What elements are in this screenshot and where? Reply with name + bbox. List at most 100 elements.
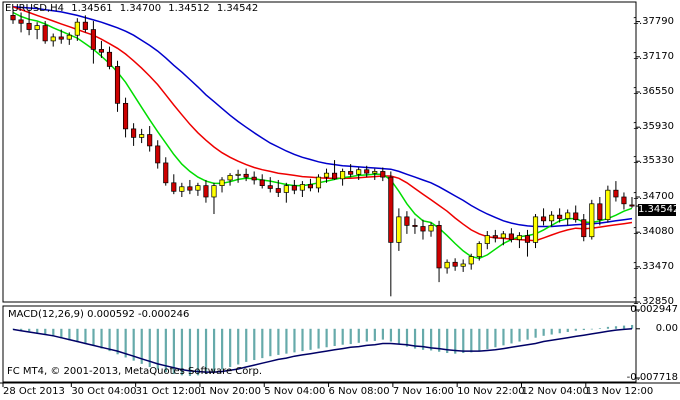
bullish-candle: [549, 214, 555, 222]
macd-histogram-bar: [430, 328, 433, 351]
bearish-candle: [388, 176, 394, 243]
macd-histogram-bar: [317, 328, 320, 349]
macd-histogram-bar: [108, 328, 111, 352]
bearish-candle: [90, 29, 96, 50]
macd-histogram-bar: [92, 328, 95, 347]
bearish-candle: [187, 186, 193, 191]
price-tick-label: 1.35330: [632, 155, 674, 167]
macd-histogram-bar: [229, 328, 232, 368]
bearish-candle: [331, 172, 338, 180]
macd-histogram-bar: [221, 328, 224, 370]
macd-histogram-bar: [100, 328, 103, 349]
macd-histogram-bar: [389, 328, 393, 342]
bearish-candle: [380, 171, 386, 178]
macd-histogram-bar: [598, 328, 602, 329]
time-tick-label: 10 Nov 22:00: [457, 386, 525, 397]
bearish-candle: [131, 128, 137, 138]
bearish-candle: [122, 102, 129, 130]
macd-histogram-bar: [558, 328, 561, 334]
bullish-candle: [211, 185, 217, 198]
macd-histogram-bar: [622, 325, 626, 329]
bullish-candle: [605, 189, 611, 221]
bullish-candle: [74, 21, 80, 36]
bearish-candle: [508, 233, 514, 240]
bearish-candle: [106, 51, 113, 67]
bearish-candle: [58, 36, 64, 40]
macd-histogram-bar: [349, 328, 352, 345]
price-tick-label: 1.34700: [632, 190, 674, 202]
bullish-candle: [340, 171, 346, 180]
macd-histogram-bar: [188, 328, 192, 376]
bearish-candle: [412, 225, 418, 227]
bullish-candle: [34, 25, 40, 30]
macd-histogram-bar: [204, 328, 208, 375]
macd-histogram-bar: [36, 328, 39, 333]
bullish-candle: [50, 36, 56, 42]
chart-header: EURUSD,H4 1.34561 1.34700 1.34512 1.3454…: [5, 3, 262, 14]
bullish-candle: [139, 134, 145, 138]
macd-histogram-bar: [614, 326, 618, 329]
bearish-candle: [163, 162, 169, 184]
bearish-candle: [42, 25, 48, 42]
macd-histogram-bar: [164, 328, 167, 373]
macd-histogram-bar: [446, 328, 449, 354]
macd-histogram-bar: [285, 328, 288, 354]
bullish-candle: [468, 256, 474, 265]
macd-frame: [2, 305, 637, 383]
moving-average-slow-line: [12, 6, 633, 228]
macd-signal-line: [12, 328, 633, 373]
macd-histogram-bar: [156, 328, 159, 370]
bearish-candle: [259, 179, 265, 186]
macd-tick-label: -0.007718: [626, 372, 678, 383]
macd-tick-label: 0.002947: [630, 304, 678, 315]
time-tick-label: 7 Nov 16:00: [392, 386, 454, 397]
macd-histogram-bar: [630, 324, 634, 329]
macd-histogram-bar: [301, 328, 304, 352]
bullish-candle: [516, 235, 523, 240]
macd-histogram-bar: [582, 328, 585, 331]
bearish-candle: [275, 188, 281, 193]
bearish-candle: [98, 49, 105, 53]
macd-histogram-bar: [566, 328, 569, 332]
bearish-candle: [155, 145, 161, 164]
high-price: 1.34700: [119, 3, 162, 14]
bearish-candle: [251, 176, 257, 181]
current-price-badge: 1.34542: [638, 204, 680, 216]
bullish-candle: [323, 172, 330, 178]
bullish-candle: [444, 261, 450, 269]
bullish-candle: [484, 235, 490, 244]
bearish-candle: [573, 212, 579, 221]
bearish-candle: [18, 19, 24, 24]
macd-tick-label: 0.00: [655, 322, 678, 334]
bearish-candle: [171, 182, 177, 192]
bullish-candle: [396, 216, 402, 243]
bullish-candle: [476, 243, 482, 257]
macd-histogram-bar: [397, 328, 401, 345]
bullish-candle: [589, 203, 595, 238]
macd-histogram-bar: [132, 328, 135, 361]
bullish-candle: [283, 185, 289, 193]
macd-histogram-bar: [253, 328, 256, 361]
macd-histogram-bar: [574, 328, 577, 331]
bullish-candle: [460, 263, 466, 267]
price-tick-label: 1.32850: [632, 296, 674, 307]
time-tick-label: 31 Oct 12:00: [135, 386, 201, 397]
time-tick-label: 13 Nov 12:00: [585, 386, 654, 397]
macd-histogram-bar: [60, 328, 63, 339]
price-tick-label: 1.33470: [632, 260, 674, 272]
bullish-candle: [315, 176, 322, 189]
bullish-candle: [565, 212, 571, 219]
macd-histogram-bar: [212, 328, 216, 373]
main-chart-frame: [2, 1, 637, 303]
macd-histogram-bar: [510, 328, 513, 344]
bearish-candle: [114, 66, 121, 104]
macd-histogram-bar: [381, 328, 384, 340]
macd-histogram-bar: [421, 328, 425, 350]
macd-histogram-bar: [462, 328, 465, 354]
time-tick-label: 5 Nov 04:00: [264, 386, 326, 397]
macd-histogram-bar: [590, 328, 593, 330]
bearish-candle: [307, 184, 314, 189]
macd-histogram-bar: [526, 328, 529, 340]
